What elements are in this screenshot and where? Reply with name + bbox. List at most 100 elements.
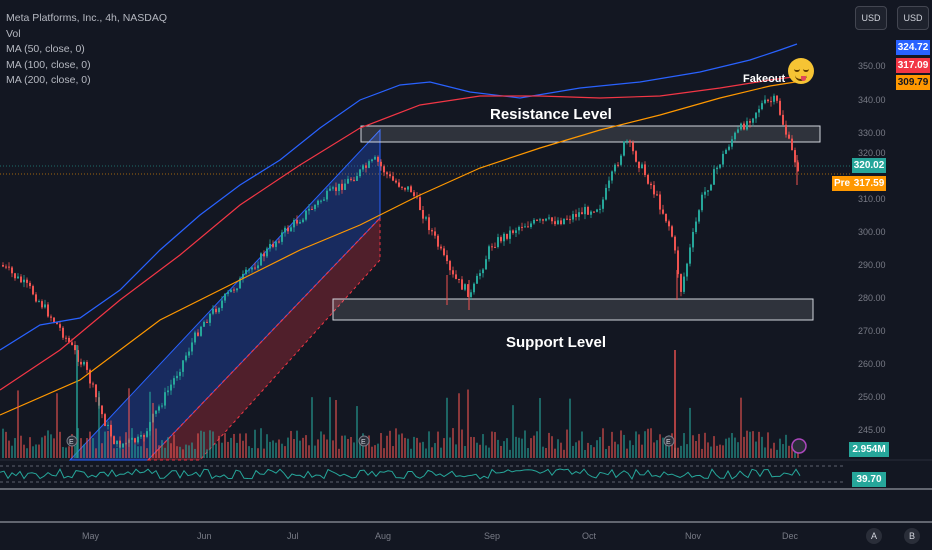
volume-bar: [167, 437, 169, 458]
candle: [350, 178, 352, 180]
volume-bar: [278, 439, 280, 458]
volume-bar: [395, 428, 397, 458]
legend-ma200[interactable]: MA (200, close, 0): [6, 74, 91, 86]
candle: [281, 232, 283, 242]
volume-bar: [629, 440, 631, 458]
candle: [320, 200, 322, 202]
volume-bar: [239, 433, 241, 458]
legend-ma100[interactable]: MA (100, close, 0): [6, 58, 91, 71]
candle: [494, 246, 496, 248]
candle: [626, 140, 628, 142]
volume-bar: [455, 444, 457, 458]
candle: [59, 324, 61, 328]
volume-bar: [125, 432, 127, 458]
volume-bar: [332, 440, 334, 458]
candle: [371, 159, 373, 162]
candle: [74, 344, 76, 351]
currency-button-2[interactable]: USD: [897, 6, 929, 30]
candle: [641, 164, 643, 169]
volume-bar: [683, 433, 685, 458]
volume-bar: [761, 436, 763, 458]
volume-bar: [248, 446, 250, 458]
volume-bar: [293, 439, 295, 458]
candle: [356, 176, 358, 181]
candle: [275, 241, 277, 247]
volume-bar: [272, 440, 274, 458]
volume-bar: [782, 444, 784, 458]
candle: [701, 194, 703, 211]
volume-bar: [491, 431, 493, 458]
volume-bar: [206, 449, 208, 458]
candle: [653, 185, 655, 195]
fakeout-emoji-icon: [788, 58, 814, 84]
x-tick-label-2: Jul: [287, 531, 299, 541]
volume-bar: [152, 402, 154, 458]
candle: [398, 182, 400, 187]
volume-bar: [713, 436, 715, 458]
y-tick-label-11: 245.00: [858, 425, 886, 435]
candle: [179, 371, 181, 376]
volume-bar: [557, 439, 559, 458]
candle: [671, 226, 673, 237]
volume-bar: [449, 437, 451, 458]
legend-ma50[interactable]: MA (50, close, 0): [6, 43, 85, 55]
volume-bar: [197, 433, 199, 458]
candle: [590, 211, 592, 215]
volume-bar: [179, 446, 181, 458]
volume-bar: [35, 444, 37, 458]
volume-bar: [467, 389, 469, 458]
volume-bar: [548, 432, 550, 458]
x-tick-label-7: Dec: [782, 531, 799, 541]
volume-bar: [2, 428, 4, 458]
earnings-marker-0: [66, 435, 78, 447]
volume-bar: [506, 438, 508, 458]
candle: [752, 118, 754, 123]
y-tick-label-3: 320.00: [858, 148, 886, 158]
volume-bar: [329, 397, 331, 458]
candle: [5, 266, 7, 268]
volume-bar: [626, 448, 628, 458]
volume-bar: [575, 442, 577, 458]
candle: [497, 237, 499, 248]
candle: [362, 165, 364, 170]
candle: [323, 199, 325, 201]
volume-bar: [263, 448, 265, 458]
candle: [335, 187, 337, 191]
candle: [287, 227, 289, 232]
candle: [104, 414, 106, 427]
volume-bar: [20, 435, 22, 458]
candle: [575, 214, 577, 217]
candle: [479, 273, 481, 276]
volume-bar: [524, 430, 526, 458]
indicator-button-a[interactable]: A: [866, 528, 882, 544]
y-tick-label-8: 270.00: [858, 326, 886, 336]
volume-bar: [218, 435, 220, 458]
volume-bar: [515, 436, 517, 458]
volume-bar: [725, 438, 727, 458]
candle: [296, 220, 298, 224]
ma200-line: [0, 79, 809, 416]
legend-vol[interactable]: Vol: [6, 27, 21, 40]
volume-bar: [620, 430, 622, 458]
volume-bar: [32, 446, 34, 458]
candle: [593, 211, 595, 213]
symbol-title[interactable]: Meta Platforms, Inc., 4h, NASDAQ: [6, 12, 168, 24]
rsi-line: [0, 468, 801, 481]
candle: [401, 186, 403, 188]
volume-bar: [533, 435, 535, 458]
volume-bar: [365, 442, 367, 458]
candle: [566, 218, 568, 220]
volume-bar: [269, 441, 271, 458]
candle: [314, 204, 316, 210]
volume-bar: [752, 431, 754, 458]
candle: [485, 259, 487, 270]
candle: [440, 246, 442, 249]
volume-bar: [779, 438, 781, 458]
currency-button-1[interactable]: USD: [855, 6, 887, 30]
resistance-label: Resistance Level: [490, 106, 612, 123]
candle: [182, 360, 184, 372]
volume-bar: [302, 437, 304, 458]
support-label: Support Level: [506, 334, 606, 351]
indicator-button-b[interactable]: B: [904, 528, 920, 544]
